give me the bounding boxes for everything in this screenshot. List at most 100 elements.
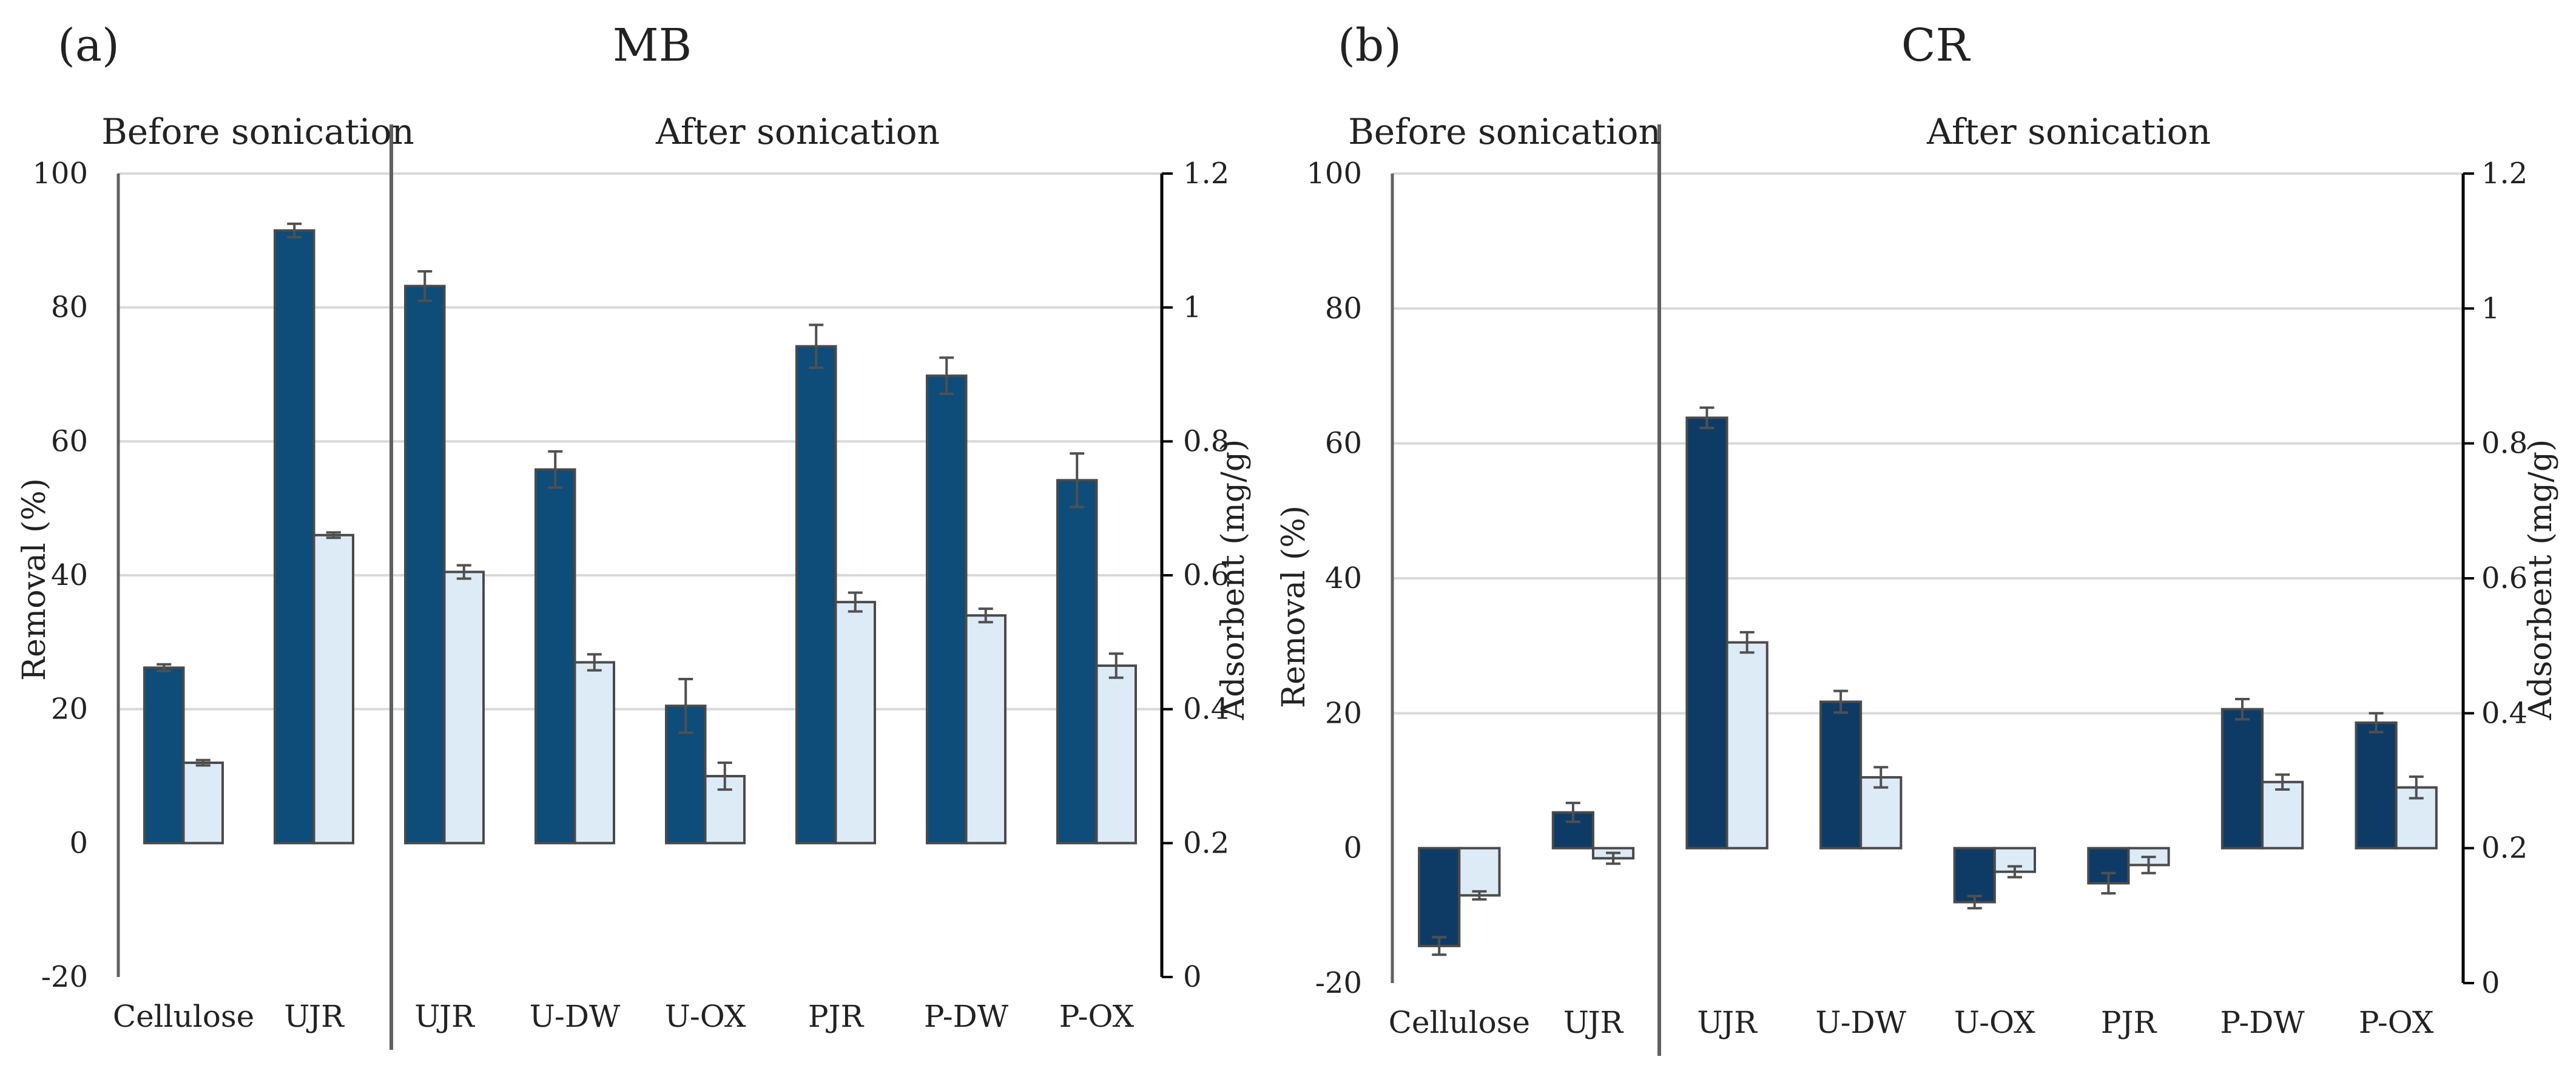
panel-b: -20 0 20 40 60 80 100 0 0.2 0.4 0.6 0.8 1 1.2 Cellul… <box>1276 19 2559 1056</box>
category-label: U-DW <box>530 999 621 1034</box>
error-bar <box>1699 406 1715 430</box>
y2-tick-label: 1 <box>1183 291 1202 325</box>
section-label-before: Before sonication <box>1348 111 1661 152</box>
adsorbent-bar <box>573 661 615 845</box>
error-bar <box>678 678 693 734</box>
y-tick-label: 60 <box>51 424 88 458</box>
right-tick-labels: 0 0.2 0.4 0.6 0.8 1 1.2 <box>1162 157 1229 994</box>
y2-tick-label: 0 <box>1183 960 1202 994</box>
section-label-after: After sonication <box>655 111 940 152</box>
error-bar <box>2101 871 2116 895</box>
panel-label: (b) <box>1338 19 1401 72</box>
y-axis-label: Removal (%) <box>16 478 53 681</box>
error-bar <box>157 663 172 672</box>
y-tick-label: 40 <box>51 558 88 592</box>
y2-axis-label: Adsorbent (mg/g) <box>1215 439 1252 721</box>
error-bar <box>195 759 211 767</box>
category-label: P-OX <box>1059 999 1135 1034</box>
error-bar <box>456 564 471 580</box>
category-label: PJR <box>808 999 865 1034</box>
category-labels: Cellulose UJR UJR U-DW U-OX PJR P-DW P-OX <box>1389 1005 2434 1040</box>
removal-bar <box>534 468 576 845</box>
y2-tick-label: 0.2 <box>1183 826 1229 860</box>
error-bar <box>1873 766 1889 789</box>
y-tick-label: 40 <box>1325 561 1362 595</box>
removal-bar <box>1685 416 1728 850</box>
error-bar <box>1108 652 1124 679</box>
error-bar <box>1565 802 1580 823</box>
y-tick-label: 60 <box>1325 427 1362 461</box>
section-label-before: Before sonication <box>101 111 414 152</box>
adsorbent-bar <box>2261 780 2304 850</box>
removal-bar <box>2355 721 2398 850</box>
error-bar <box>717 761 732 791</box>
y-tick-label: -20 <box>1315 966 1362 1000</box>
error-bar <box>978 607 993 624</box>
category-label: U-DW <box>1815 1005 1906 1040</box>
y2-tick-label: 0.4 <box>1183 692 1229 726</box>
y-tick-label: 0 <box>1343 831 1362 865</box>
removal-bar <box>274 229 315 845</box>
adsorbent-bar <box>1095 664 1137 845</box>
error-bar <box>1432 936 1447 956</box>
error-bar <box>939 356 954 395</box>
error-bar <box>2007 865 2022 879</box>
error-bar <box>587 653 602 672</box>
adsorbent-bar <box>443 570 485 845</box>
removal-bar <box>1953 847 1996 904</box>
error-bar <box>2141 856 2156 874</box>
right-tick-labels: 0 0.2 0.4 0.6 0.8 1 1.2 <box>2463 157 2527 1000</box>
gridlines <box>1392 172 2463 715</box>
y2-tick-label: 1.2 <box>1183 157 1229 191</box>
y2-tick-label: 0.6 <box>1183 558 1229 592</box>
error-bar <box>2234 697 2250 721</box>
section-label-after: After sonication <box>1926 111 2211 152</box>
left-tick-labels: -20 0 20 40 60 80 100 <box>1306 157 1362 1000</box>
category-label: UJR <box>284 999 345 1034</box>
error-bar <box>2275 773 2290 791</box>
y2-tick-label: 0.8 <box>1183 424 1229 458</box>
error-bar <box>1833 689 1849 714</box>
error-bar <box>548 450 563 489</box>
removal-bar <box>1819 700 1863 850</box>
category-label: P-DW <box>924 999 1009 1034</box>
category-label: U-OX <box>665 999 746 1034</box>
bars <box>143 222 1137 845</box>
category-label: U-OX <box>1954 1005 2035 1040</box>
adsorbent-bar <box>965 614 1006 845</box>
y-tick-label: 0 <box>69 826 88 860</box>
y2-tick-label: 1.2 <box>2481 157 2527 191</box>
panel-a: -20 0 20 40 60 80 100 0 0.2 0.4 0.6 0.8 1 1.2 Cellul… <box>16 19 1252 1050</box>
category-label: PJR <box>2101 1005 2157 1040</box>
removal-bar <box>2220 708 2264 850</box>
error-bar <box>1739 631 1755 654</box>
category-label: Cellulose <box>1389 1005 1530 1040</box>
left-tick-labels: -20 0 20 40 60 80 100 <box>32 157 88 994</box>
error-bar <box>1472 890 1487 901</box>
category-label: UJR <box>414 999 475 1034</box>
y-axis-label: Removal (%) <box>1276 505 1312 708</box>
y2-tick-label: 0.2 <box>2481 831 2527 865</box>
error-bar <box>809 323 824 369</box>
y-tick-label: 100 <box>1306 157 1362 191</box>
chart-title: CR <box>1901 19 1971 72</box>
y-tick-label: 20 <box>1325 696 1362 730</box>
y2-tick-label: 0 <box>2481 966 2500 1000</box>
removal-bar <box>795 345 837 845</box>
removal-bar <box>1418 847 1461 947</box>
category-label: UJR <box>1563 1005 1624 1040</box>
error-bar <box>1967 894 1982 910</box>
category-label: UJR <box>1697 1005 1758 1040</box>
removal-bar <box>926 374 968 845</box>
adsorbent-bar <box>834 601 876 845</box>
adsorbent-bar <box>1860 776 1903 850</box>
y-tick-label: 100 <box>32 157 88 191</box>
y2-tick-label: 0.4 <box>2481 696 2527 730</box>
category-label: P-OX <box>2359 1005 2434 1040</box>
y-tick-label: 80 <box>1325 291 1362 325</box>
removal-bar <box>404 285 446 845</box>
y2-tick-label: 0.8 <box>2481 427 2527 461</box>
category-label: P-DW <box>2220 1005 2305 1040</box>
category-labels: Cellulose UJR UJR U-DW U-OX PJR P-DW P-OX <box>113 999 1135 1034</box>
